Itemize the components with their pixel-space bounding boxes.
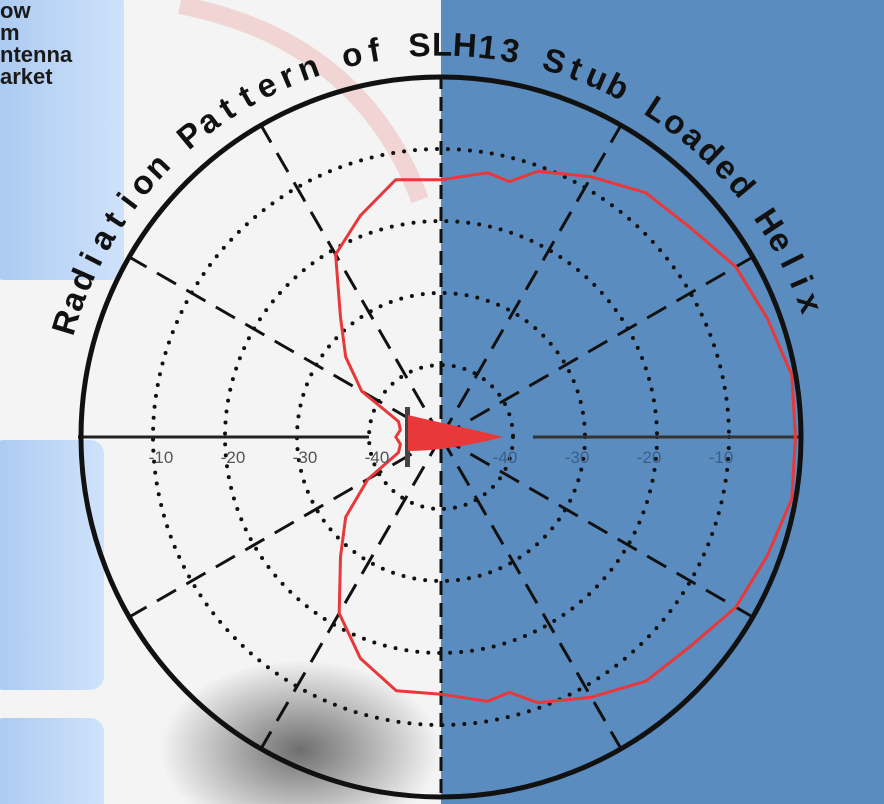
outer-ring	[78, 74, 804, 800]
side-panel-bottom	[0, 718, 104, 804]
grid-spoke-120	[440, 435, 754, 619]
radial-tick-labels: -10 -20 -30 -40 -40 -30 -20 -10	[149, 448, 734, 467]
tick-label-left: -20	[221, 448, 246, 467]
shadow-blob	[160, 660, 440, 804]
side-line-4: arket	[0, 64, 53, 89]
grid-spoke-60	[440, 255, 754, 439]
tick-label-right: -30	[565, 448, 590, 467]
title-letter: L	[432, 26, 452, 63]
inner-marker-lobe	[408, 415, 503, 451]
pattern-curve	[334, 169, 797, 705]
grid-spoke-210	[259, 436, 443, 750]
grid-spoke-330	[259, 124, 443, 438]
polar-grid	[78, 74, 804, 800]
title-letter: H	[452, 26, 478, 64]
tick-label-right: -10	[709, 448, 734, 467]
grid-spoke-30	[439, 124, 623, 438]
grid-ring-4	[367, 363, 515, 511]
grid-spoke-300	[128, 255, 442, 439]
side-panel-top	[0, 0, 124, 280]
side-line-3: ntenna	[0, 42, 73, 67]
tick-label-left: -40	[365, 448, 390, 467]
side-panel-middle	[0, 440, 104, 690]
grid-spoke-150	[439, 436, 623, 750]
tick-label-right: -40	[493, 448, 518, 467]
grid-spoke-240	[128, 435, 442, 619]
tick-label-left: -10	[149, 448, 174, 467]
tick-label-left: -30	[293, 448, 318, 467]
side-line-2: m	[0, 20, 20, 45]
pattern-series-1	[334, 169, 797, 705]
side-panel-text: ow m ntenna arket	[0, 0, 72, 88]
faint-arc	[178, 0, 429, 204]
side-line-1: ow	[0, 0, 31, 23]
tick-label-right: -20	[637, 448, 662, 467]
right-background	[441, 0, 884, 804]
title-letter: 1	[476, 28, 499, 67]
inner-marker-bar	[405, 407, 410, 467]
title-letter: S	[407, 26, 431, 64]
